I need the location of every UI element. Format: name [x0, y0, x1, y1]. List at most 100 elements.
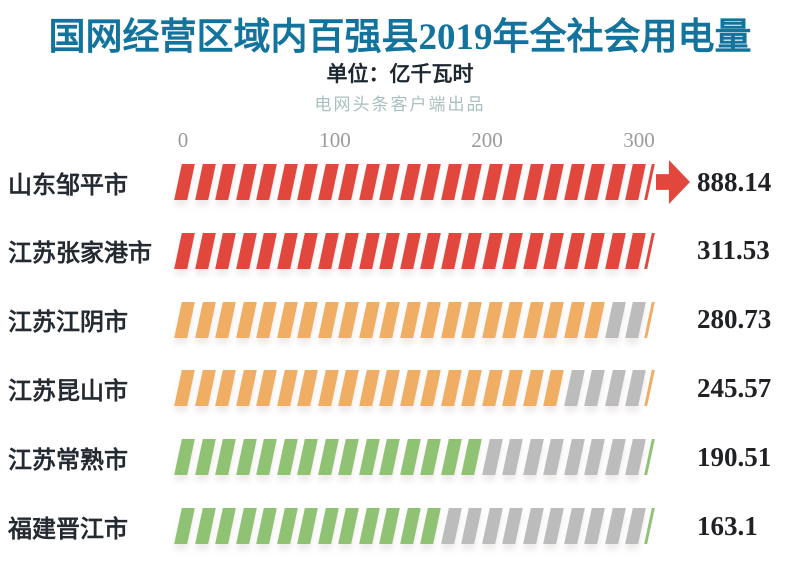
bar-segment	[399, 164, 421, 200]
bar-segment	[297, 301, 318, 338]
bar-segment	[256, 301, 277, 338]
bar-remainder-segment	[481, 439, 503, 476]
bar-segment	[522, 232, 544, 269]
bar-segment	[174, 301, 195, 338]
bar-segment	[174, 232, 195, 269]
bar-remainder-segment	[604, 439, 626, 476]
bar-segment	[276, 232, 298, 269]
bar-segment	[194, 301, 216, 338]
bar-segment	[297, 508, 318, 544]
bar-segment	[420, 370, 441, 407]
bar-segment	[317, 439, 339, 476]
bar-segment	[502, 370, 523, 407]
bar-end-cap	[644, 164, 655, 200]
bar-segment	[502, 232, 523, 269]
bar-segment	[420, 301, 441, 338]
bar-remainder-segment	[481, 508, 503, 544]
bar-segment	[338, 232, 359, 269]
bar-segment	[215, 301, 236, 338]
value-label: 190.51	[697, 441, 772, 472]
bar-row: 福建晋江市 163.1	[0, 508, 800, 544]
bar-row: 江苏常熟市 190.51	[0, 439, 800, 476]
bar-segment	[256, 508, 277, 544]
bar-track	[174, 370, 646, 407]
bar-segment	[440, 301, 462, 338]
bar-segment	[379, 232, 400, 269]
bar-segment	[440, 232, 462, 269]
x-axis: 0 100 200 300	[0, 128, 800, 154]
bar-segment	[461, 301, 482, 338]
bar-end-cap	[644, 232, 655, 269]
bar-end-cap	[644, 370, 655, 407]
bar-remainder-segment	[563, 508, 585, 544]
bar-segment	[481, 232, 503, 269]
category-label: 江苏常熟市	[8, 447, 128, 474]
bar-segment	[276, 370, 298, 407]
bar-segment	[379, 508, 400, 544]
bar-segment	[256, 232, 277, 269]
category-label: 福建晋江市	[8, 516, 128, 543]
bar-remainder-segment	[440, 508, 462, 544]
bar-segment	[522, 301, 544, 338]
bar-segment	[256, 370, 277, 407]
bar-segment	[584, 232, 605, 269]
bar-segment	[563, 301, 585, 338]
bar-segment	[235, 164, 257, 200]
bar-segment	[338, 301, 359, 338]
bar-end-cap	[644, 508, 655, 544]
bar-row: 江苏张家港市 311.53	[0, 232, 800, 269]
bar-segment	[399, 508, 421, 544]
bar-remainder-segment	[563, 439, 585, 476]
bar-segment	[604, 164, 626, 200]
bar-segment	[215, 370, 236, 407]
bar-segment	[543, 301, 564, 338]
bar-segment	[235, 370, 257, 407]
bar-segment	[276, 164, 298, 200]
bar-track	[174, 232, 646, 269]
bar-segment	[584, 301, 605, 338]
bar-segment	[420, 232, 441, 269]
bar-segment	[256, 439, 277, 476]
bar-segment	[358, 232, 380, 269]
value-label: 245.57	[697, 372, 772, 403]
bar-segment	[338, 439, 359, 476]
bar-segment	[276, 439, 298, 476]
bar-segment	[461, 232, 482, 269]
bar-segment	[584, 164, 605, 200]
bar-remainder-segment	[604, 301, 626, 338]
x-axis-tick: 300	[623, 128, 655, 152]
x-axis-tick: 0	[177, 128, 189, 152]
bar-track	[174, 301, 646, 338]
bar-segment	[297, 439, 318, 476]
bar-segment	[215, 164, 236, 200]
bar-remainder-segment	[625, 508, 646, 544]
bar-segment	[338, 508, 359, 544]
bar-row: 山东邹平市 888.14	[0, 160, 800, 204]
page-title: 国网经营区域内百强县2019年全社会用电量	[48, 17, 752, 58]
bar-row: 江苏昆山市 245.57	[0, 370, 800, 407]
bar-segment	[174, 164, 195, 200]
bar-segment	[215, 439, 236, 476]
bar-segment	[358, 164, 380, 200]
bar-segment	[502, 164, 523, 200]
bar-segment	[399, 301, 421, 338]
bar-remainder-segment	[584, 439, 605, 476]
bar-remainder-segment	[584, 508, 605, 544]
bar-segment	[256, 164, 277, 200]
overflow-arrow-icon	[656, 160, 690, 204]
bar-segment	[563, 232, 585, 269]
unit-label: 单位：亿千瓦时	[326, 62, 474, 86]
bar-segment	[543, 370, 564, 407]
bar-segment	[317, 370, 339, 407]
bar-remainder-segment	[522, 439, 544, 476]
bar-segment	[276, 301, 298, 338]
bar-segment	[625, 232, 646, 269]
bar-remainder-segment	[522, 508, 544, 544]
bar-segment	[522, 164, 544, 200]
bar-segment	[399, 232, 421, 269]
category-label: 江苏江阴市	[8, 310, 128, 337]
bar-segment	[174, 508, 195, 544]
bar-segment	[194, 164, 216, 200]
bar-segment	[276, 508, 298, 544]
